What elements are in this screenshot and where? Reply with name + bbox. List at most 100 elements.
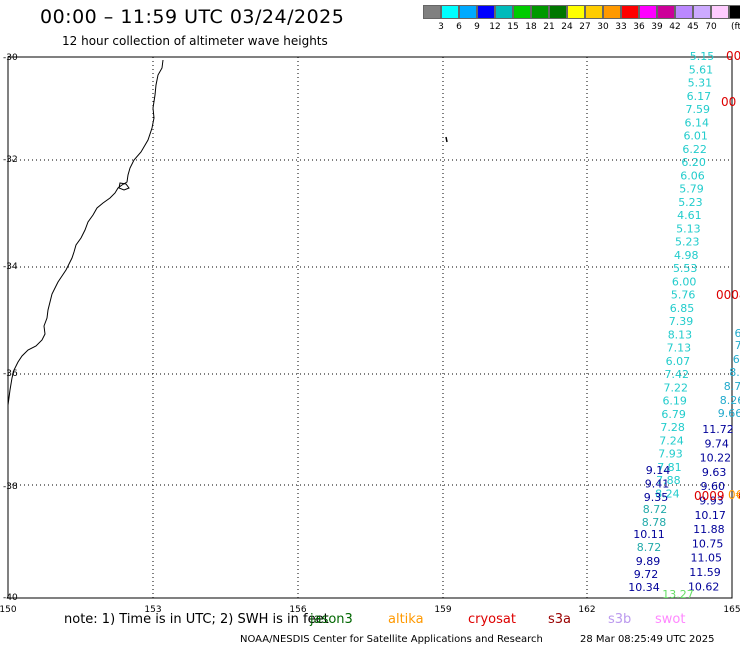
- scale-swatch: [675, 5, 693, 19]
- scale-swatch: [531, 5, 549, 19]
- wave-height-value: 10.22: [700, 452, 732, 465]
- legend-s3b: s3b: [608, 612, 632, 627]
- wave-height-value: 9.35: [644, 491, 669, 504]
- scale-swatch: [657, 5, 675, 19]
- wave-height-value: 8.26: [720, 394, 740, 407]
- wave-height-value: 6.22: [682, 143, 707, 156]
- wave-height-value: 8.73: [724, 380, 740, 393]
- wave-height-value: 6.07: [666, 355, 691, 368]
- scale-label: 45: [687, 22, 699, 32]
- lon-label: 150: [0, 605, 17, 615]
- lord-howe-island: [445, 136, 448, 143]
- scale-swatch: [477, 5, 495, 19]
- wave-height-value: 6.19: [662, 395, 687, 408]
- map-subtitle: 12 hour collection of altimeter wave hei…: [62, 34, 328, 48]
- scale-swatch: [711, 5, 729, 19]
- wave-height-value: 5.15: [690, 50, 715, 63]
- wave-height-value: 7.93: [658, 448, 683, 461]
- lat-label: -38: [3, 482, 18, 492]
- wave-height-value: 8.13: [668, 328, 693, 341]
- scale-label: 27: [579, 22, 591, 32]
- scale-swatch: [693, 5, 711, 19]
- wave-height-value: 7.59: [686, 103, 711, 116]
- wave-height-value: 9.89: [636, 555, 661, 568]
- legend-cryosat: cryosat: [468, 612, 516, 627]
- lon-label: 156: [289, 605, 306, 615]
- wave-height-value: 7.42: [665, 368, 690, 381]
- wave-height-value: 8.24: [655, 487, 680, 500]
- lon-label: 153: [144, 605, 161, 615]
- wave-height-value: 11.88: [693, 523, 725, 536]
- wave-height-value: 4.61: [677, 209, 702, 222]
- longitude-labels: 150 153 156 159 162 165: [0, 605, 740, 615]
- wave-height-value: 8.78: [642, 516, 667, 529]
- coastline-island: [118, 182, 130, 191]
- color-scale-labels: 3 6 9 12 15 18 21 24 27 30 33 36 39 42 45 70: [423, 22, 740, 36]
- pass-time-label: 0009: [694, 489, 725, 503]
- wave-height-value: 10.62: [688, 580, 720, 593]
- pass-time-label: 0008: [716, 288, 740, 302]
- altimeter-tracks: 5.155.615.316.177.596.146.016.226.206.06…: [628, 50, 740, 601]
- wave-height-value: 6.01: [683, 130, 708, 143]
- note-text: note: 1) Time is in UTC; 2) SWH is in fe…: [64, 612, 329, 627]
- edge-labels: 00 00 0008 0009 00€: [694, 49, 740, 503]
- map-title: 00:00 – 11:59 UTC 03/24/2025: [40, 6, 345, 28]
- scale-swatch: [729, 5, 740, 19]
- lon-label: 159: [434, 605, 451, 615]
- pass-time-label-altika: 0€: [728, 488, 740, 502]
- wave-height-value: 6.: [733, 353, 740, 366]
- lat-label: -34: [3, 262, 18, 272]
- scale-swatch: [639, 5, 657, 19]
- wave-height-value: 6.85: [670, 302, 695, 315]
- scale-swatch: [441, 5, 459, 19]
- scale-swatch: [603, 5, 621, 19]
- wave-height-value: 5.23: [675, 236, 700, 249]
- scale-swatch: [621, 5, 639, 19]
- scale-swatch: [567, 5, 585, 19]
- latitude-labels: -30 -32 -34 -36 -38 -40: [3, 53, 18, 603]
- wave-height-value: 7.22: [664, 381, 689, 394]
- wave-height-value: 8.4: [729, 366, 740, 379]
- grid-lines: [8, 57, 732, 598]
- legend-swot: swot: [655, 612, 686, 627]
- scale-label: 36: [633, 22, 645, 32]
- wave-height-value: 9.74: [704, 437, 729, 450]
- scale-swatch: [423, 5, 441, 19]
- wave-height-value: 7.81: [657, 461, 682, 474]
- scale-swatch: [585, 5, 603, 19]
- scale-label: 33: [615, 22, 627, 32]
- scale-swatch: [459, 5, 477, 19]
- scale-label: 15: [507, 22, 519, 32]
- wave-height-value: 5.53: [673, 262, 698, 275]
- wave-height-value: 6.20: [681, 156, 706, 169]
- wave-height-value: 13.27: [662, 588, 694, 601]
- wave-height-value: 7.24: [659, 434, 684, 447]
- scale-label: 39: [651, 22, 663, 32]
- scale-swatch: [513, 5, 531, 19]
- lon-label: 162: [578, 605, 595, 615]
- wave-height-value: 8.72: [643, 503, 668, 516]
- legend-jason3: jason3: [310, 612, 353, 627]
- legend-altika: altika: [388, 612, 424, 627]
- legend-s3a: s3a: [548, 612, 572, 627]
- scale-label: 70: [705, 22, 717, 32]
- wave-height-value: 9.63: [702, 466, 727, 479]
- wave-height-value: 5.61: [689, 63, 714, 76]
- scale-label: 24: [561, 22, 573, 32]
- wave-height-value: 5.79: [679, 183, 704, 196]
- wave-height-value: 10.17: [694, 509, 726, 522]
- scale-label: 12: [489, 22, 501, 32]
- scale-unit: (ft): [731, 22, 740, 32]
- lat-label: -32: [3, 155, 18, 165]
- wave-height-value: 7.: [735, 339, 740, 352]
- wave-height-value: 9.93: [699, 495, 724, 508]
- lat-label: -30: [3, 53, 18, 63]
- lon-label: 165: [723, 605, 740, 615]
- wave-height-value: 6: [735, 327, 740, 340]
- wave-height-value: 5.23: [678, 196, 703, 209]
- lat-label: -36: [3, 369, 18, 379]
- wave-height-value: 5.31: [688, 77, 713, 90]
- scale-label: 18: [525, 22, 537, 32]
